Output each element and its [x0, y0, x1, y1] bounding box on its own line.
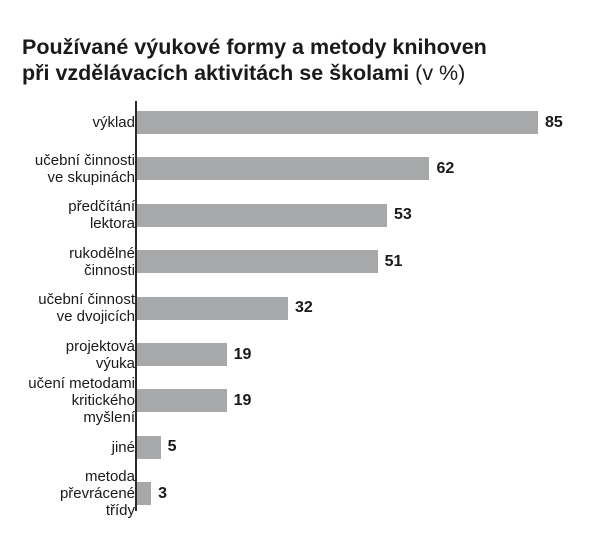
bar-value-label: 32: [294, 299, 313, 317]
bar-value-label: 53: [394, 206, 412, 224]
bar-value-label: 51: [384, 252, 403, 270]
bar-value-label: 62: [436, 159, 455, 177]
chart-title: Používané výukové formy a metody knihove…: [22, 34, 582, 86]
chart-title-unit: (v %): [409, 61, 466, 85]
bar: [137, 250, 378, 274]
category-label: projektová výuka: [65, 337, 135, 372]
category-label: učení metodami kritického myšlení: [28, 375, 135, 427]
category-label: předčítání lektora: [68, 198, 135, 233]
category-label: rukodělné činnosti: [69, 244, 135, 279]
bar: [137, 203, 388, 227]
bar: [137, 435, 161, 459]
bar: [137, 389, 227, 413]
bar: [137, 343, 227, 366]
category-axis-line: [135, 101, 137, 511]
chart-title-line-1: Používané výukové formy a metody knihove…: [22, 35, 487, 59]
bar: [137, 157, 430, 181]
category-label: učební činnost ve dvojicích: [38, 291, 135, 326]
bar: [137, 482, 152, 506]
bar-value-label: 85: [545, 113, 563, 131]
category-label: výklad: [92, 114, 135, 131]
category-label: jiné: [111, 438, 135, 456]
bar-value-label: 3: [158, 484, 168, 502]
bar-value-label: 5: [167, 438, 177, 456]
chart-title-line-2: při vzdělávacích aktivitách se školami (…: [22, 60, 582, 86]
category-label: metoda převrácené třídy: [59, 468, 135, 520]
bar-value-label: 19: [233, 345, 252, 363]
bar: [137, 296, 288, 320]
chart-title-line-2-text: při vzdělávacích aktivitách se školami: [22, 61, 410, 85]
bar: [137, 111, 538, 134]
bar-value-label: 19: [233, 391, 252, 409]
category-label: učební činnosti ve skupinách: [34, 151, 135, 186]
